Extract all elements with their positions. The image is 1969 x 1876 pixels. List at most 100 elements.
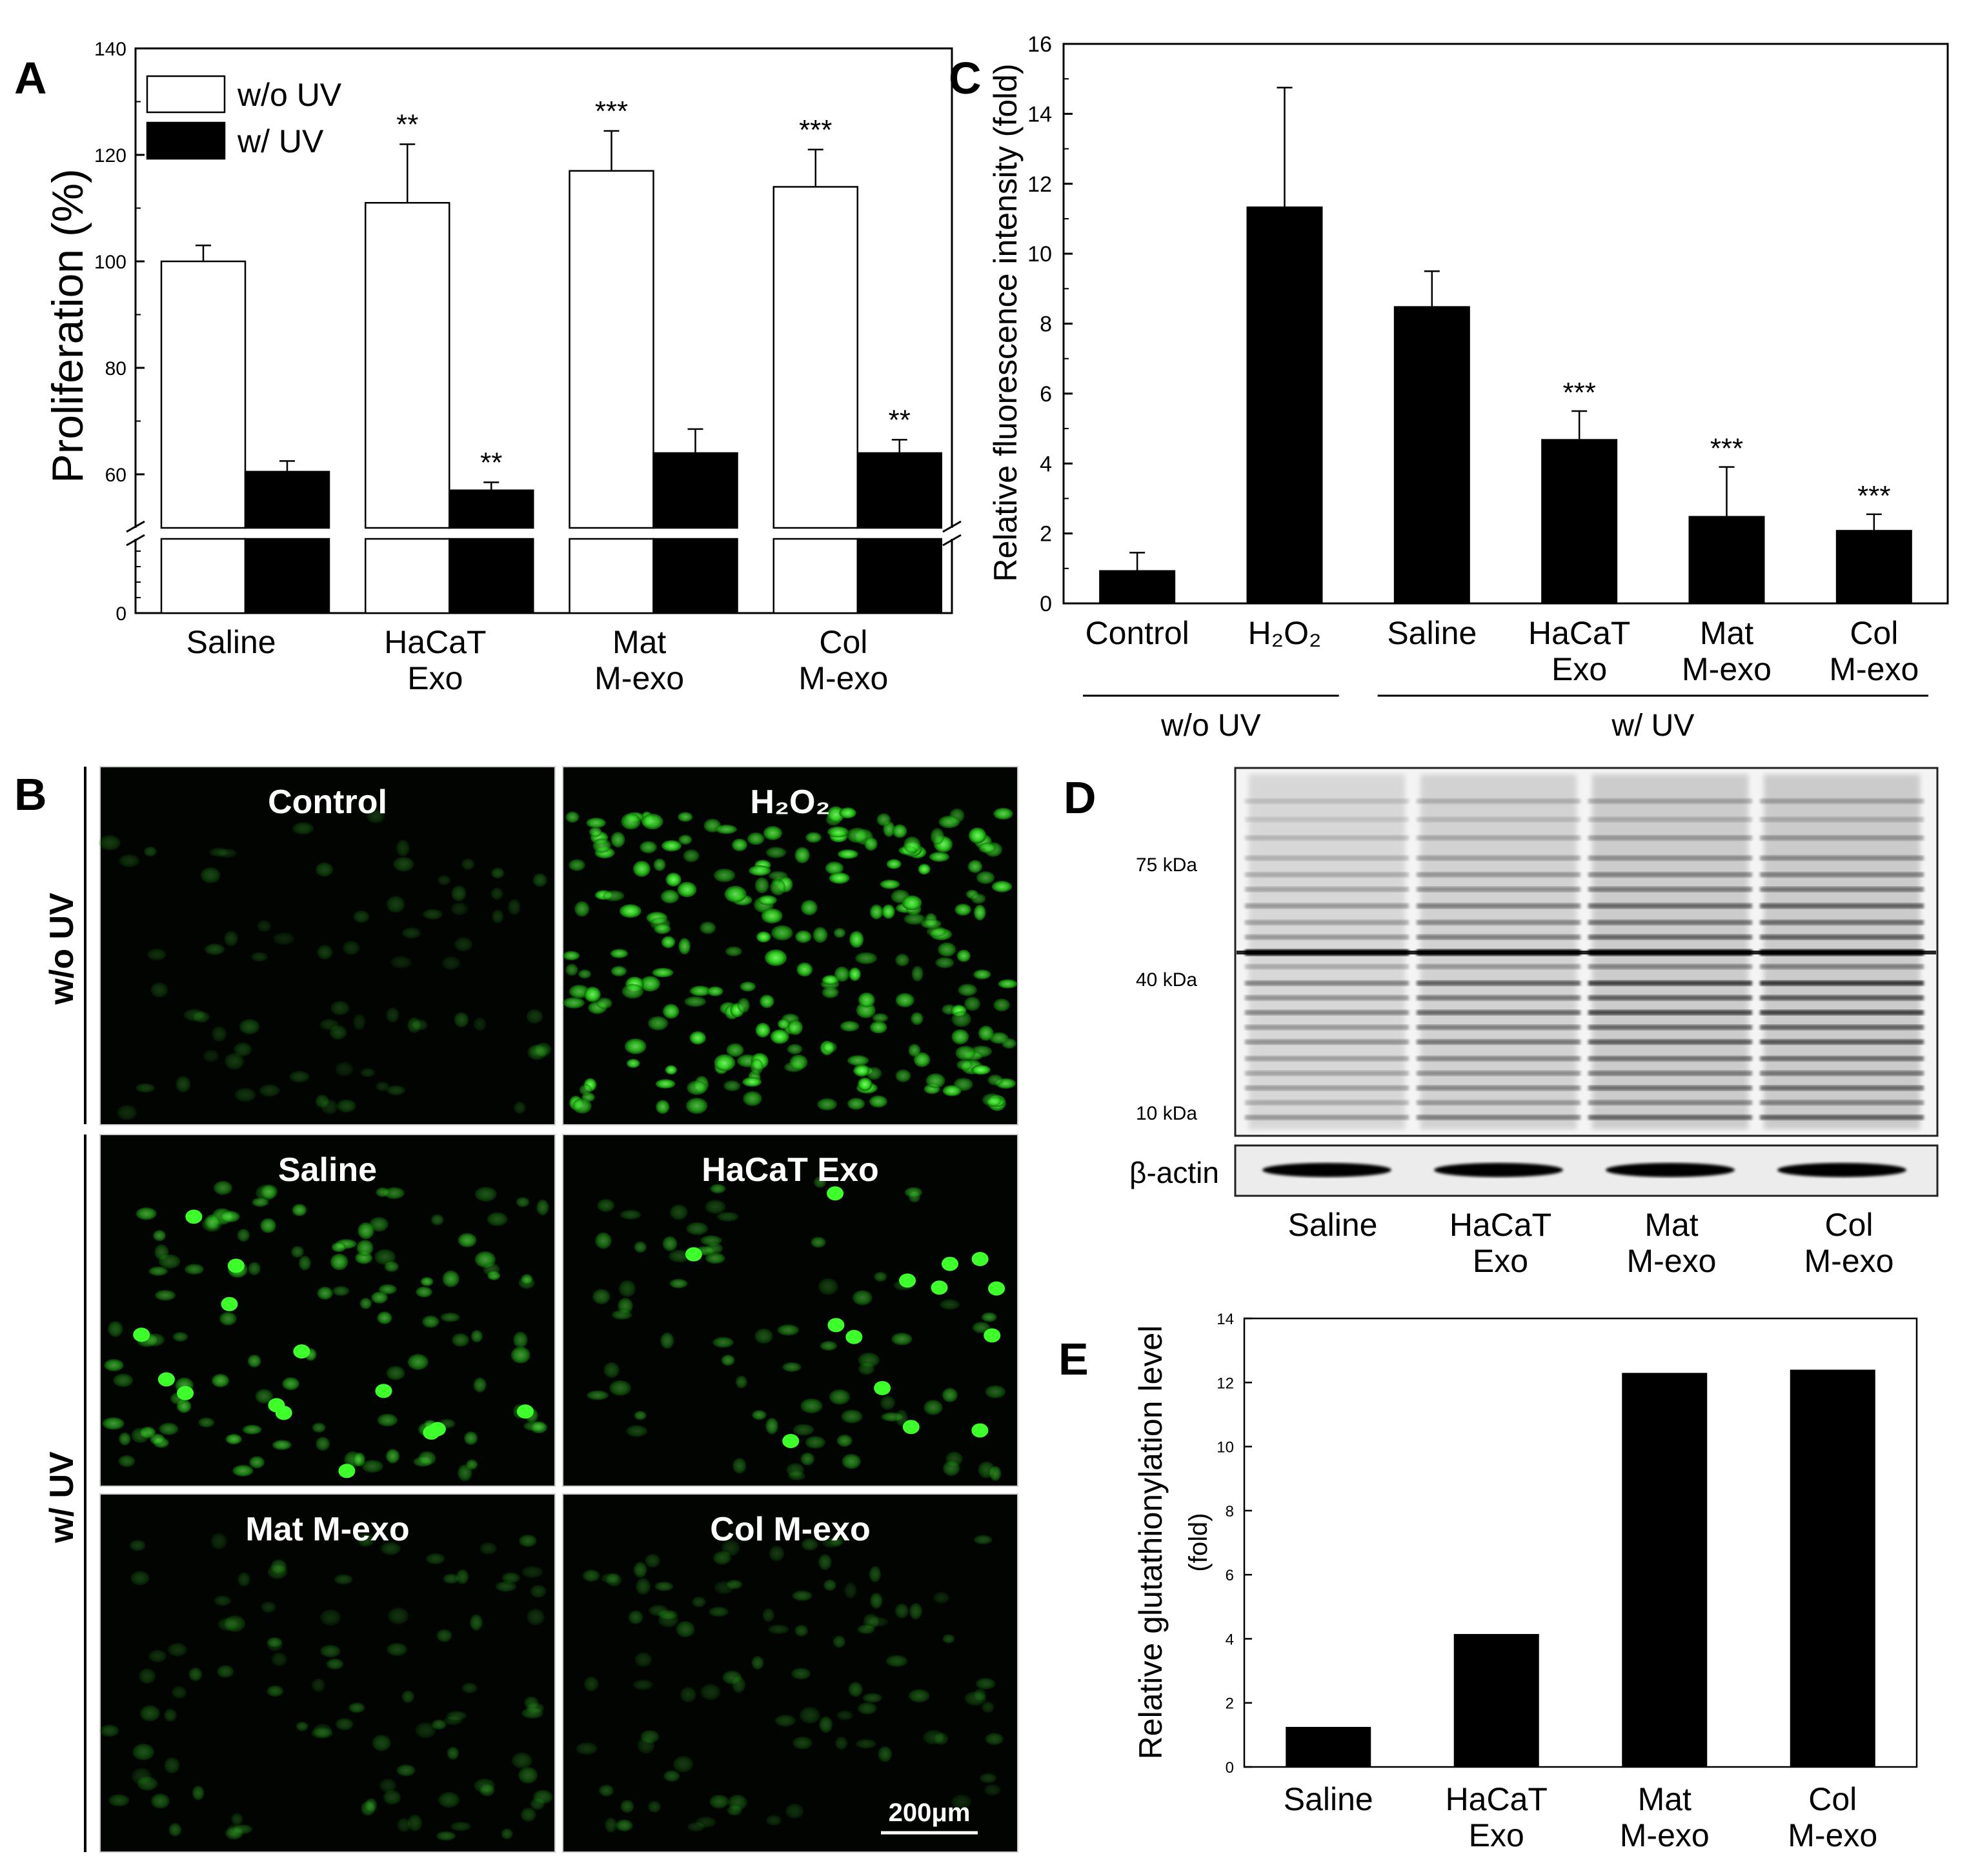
protein-band (1760, 980, 1924, 986)
nucleus (212, 1373, 229, 1387)
nucleus (895, 993, 914, 1007)
y-tick-label-a: 80 (105, 358, 126, 379)
panel-letter-c: C (949, 53, 982, 103)
nucleus (610, 949, 629, 958)
nucleus (247, 1355, 261, 1367)
protein-band (1588, 1010, 1752, 1016)
nucleus (388, 1607, 409, 1624)
nucleus (978, 842, 996, 853)
nucleus (214, 1595, 231, 1606)
nucleus (750, 1058, 763, 1075)
nucleus (260, 1218, 276, 1233)
nucleus (908, 1689, 930, 1703)
nucleus (904, 913, 925, 925)
nucleus (466, 1459, 478, 1470)
nucleus (656, 1100, 670, 1115)
protein-band (1760, 1039, 1924, 1045)
nucleus (978, 1025, 994, 1041)
nucleus (658, 1611, 679, 1628)
nucleus (526, 1702, 545, 1713)
nucleus (813, 927, 828, 943)
nucleus (956, 1059, 973, 1071)
nucleus (972, 1322, 991, 1333)
bar-w-uv (856, 452, 942, 529)
legend-label: w/ UV (237, 123, 324, 159)
nucleus (450, 1821, 471, 1831)
protein-band (1245, 887, 1409, 893)
nucleus (232, 1465, 254, 1477)
protein-band (1245, 872, 1409, 878)
protein-band (1760, 1010, 1924, 1016)
nucleus (536, 1199, 549, 1216)
nucleus (358, 1222, 374, 1240)
nucleus (678, 834, 692, 845)
nucleus (261, 1184, 278, 1200)
nucleus (818, 1554, 832, 1570)
nucleus (677, 882, 697, 898)
nucleus (356, 1240, 374, 1256)
protein-band (1417, 995, 1580, 1001)
micrograph-tile: HaCaT Exo (562, 1134, 1018, 1487)
nucleus (226, 1824, 244, 1839)
nucleus (867, 1617, 889, 1627)
nucleus (487, 1212, 508, 1226)
nucleus (401, 927, 421, 939)
nucleus (267, 1637, 283, 1651)
nucleus (529, 1045, 549, 1057)
nucleus (599, 1784, 614, 1797)
nucleus (754, 1328, 773, 1344)
protein-band (1245, 1024, 1409, 1030)
nucleus (660, 1332, 674, 1349)
y-axis-label-e-unit: (fold) (1184, 1513, 1213, 1571)
significance-mark: ** (480, 447, 502, 478)
nucleus (819, 1716, 833, 1733)
nucleus (714, 868, 736, 882)
nucleus (710, 1184, 726, 1194)
protein-band (1417, 887, 1580, 893)
nucleus (849, 931, 864, 948)
nucleus (847, 1055, 869, 1066)
x-category-label-e: Col M-exo (1788, 1781, 1877, 1853)
nucleus (655, 1079, 676, 1089)
nucleus (514, 1102, 526, 1115)
bar-wo-uv (569, 170, 654, 529)
nucleus (862, 1693, 882, 1703)
protein-band (1760, 887, 1924, 893)
nucleus (292, 1204, 307, 1216)
nucleus (387, 1085, 406, 1096)
nucleus (99, 835, 121, 851)
micrograph-label: Mat M-exo (245, 1511, 409, 1548)
nucleus (847, 827, 868, 843)
nucleus (359, 1298, 372, 1309)
nucleus (150, 982, 168, 998)
nucleus (603, 1362, 620, 1378)
nucleus (176, 1076, 191, 1093)
legend-a: w/o UV w/ UV (146, 75, 342, 160)
nucleus (869, 904, 884, 920)
nucleus (760, 994, 774, 1009)
nucleus (774, 1715, 796, 1727)
panel-letter-e: E (1058, 1334, 1089, 1384)
nucleus (709, 1795, 729, 1809)
y-tick-label-c: 2 (1040, 522, 1052, 547)
nucleus (723, 1080, 741, 1091)
nucleus (296, 1721, 308, 1731)
nucleus (291, 1246, 304, 1258)
bar-e (1622, 1373, 1708, 1767)
nucleus (442, 1270, 459, 1287)
nucleus (632, 860, 651, 877)
nucleus (458, 1464, 472, 1482)
nucleus (396, 1764, 416, 1777)
nucleus (676, 1620, 695, 1638)
nucleus (331, 1242, 347, 1253)
nucleus (836, 1434, 853, 1447)
nucleus (99, 1724, 119, 1737)
plot-frame-e (1243, 1317, 1918, 1768)
nucleus (376, 1082, 390, 1091)
nucleus (418, 1451, 436, 1466)
nucleus (432, 1719, 447, 1730)
significance-mark: *** (1710, 433, 1743, 465)
nucleus (576, 1742, 598, 1755)
bright-nucleus (177, 1386, 194, 1400)
legend-swatch (146, 121, 226, 160)
